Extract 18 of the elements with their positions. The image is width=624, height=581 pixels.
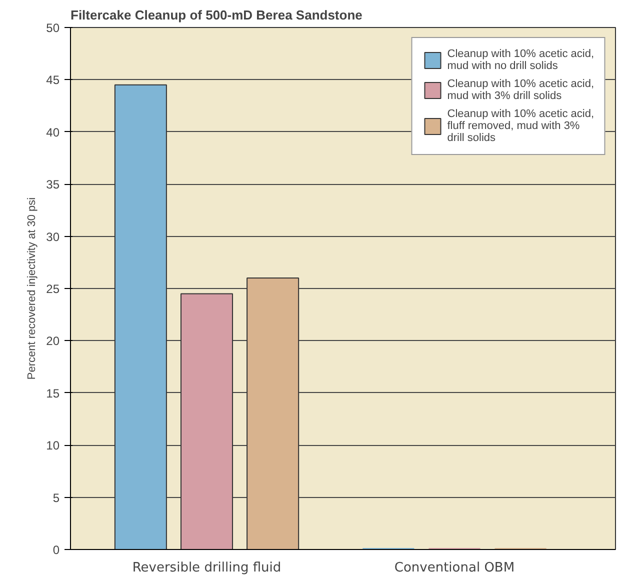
y-tick-label: 30 <box>46 230 60 244</box>
y-tick-label: 15 <box>46 386 60 400</box>
y-tick-label: 0 <box>52 543 60 557</box>
y-tick-label: 25 <box>46 282 60 296</box>
y-tick-label: 45 <box>46 73 60 88</box>
y-tick-label: 20 <box>46 334 60 348</box>
legend-label: Cleanup with 10% acetic acid, fluff removed, mud with 3% drill solids <box>447 108 594 144</box>
y-tick-label: 5 <box>52 490 60 505</box>
y-tick-label: 35 <box>46 178 60 192</box>
legend-label: Cleanup with 10% acetic acid, mud with 3% drill solids <box>447 78 594 102</box>
legend-label: Cleanup with 10% acetic acid, mud with no drill solids <box>447 48 594 72</box>
x-tick-label: Conventional OBM <box>394 560 515 576</box>
y-tick-label: 50 <box>46 21 60 35</box>
y-tick-label: 10 <box>46 438 60 453</box>
y-tick-label: 40 <box>46 125 60 140</box>
y-axis-title: Percent recovered injectivity at 30 psi <box>26 197 38 380</box>
chart-title: Filtercake Cleanup of 500-mD Berea Sandstone <box>70 8 362 22</box>
x-tick-label: Reversible drilling fluid <box>132 560 282 576</box>
